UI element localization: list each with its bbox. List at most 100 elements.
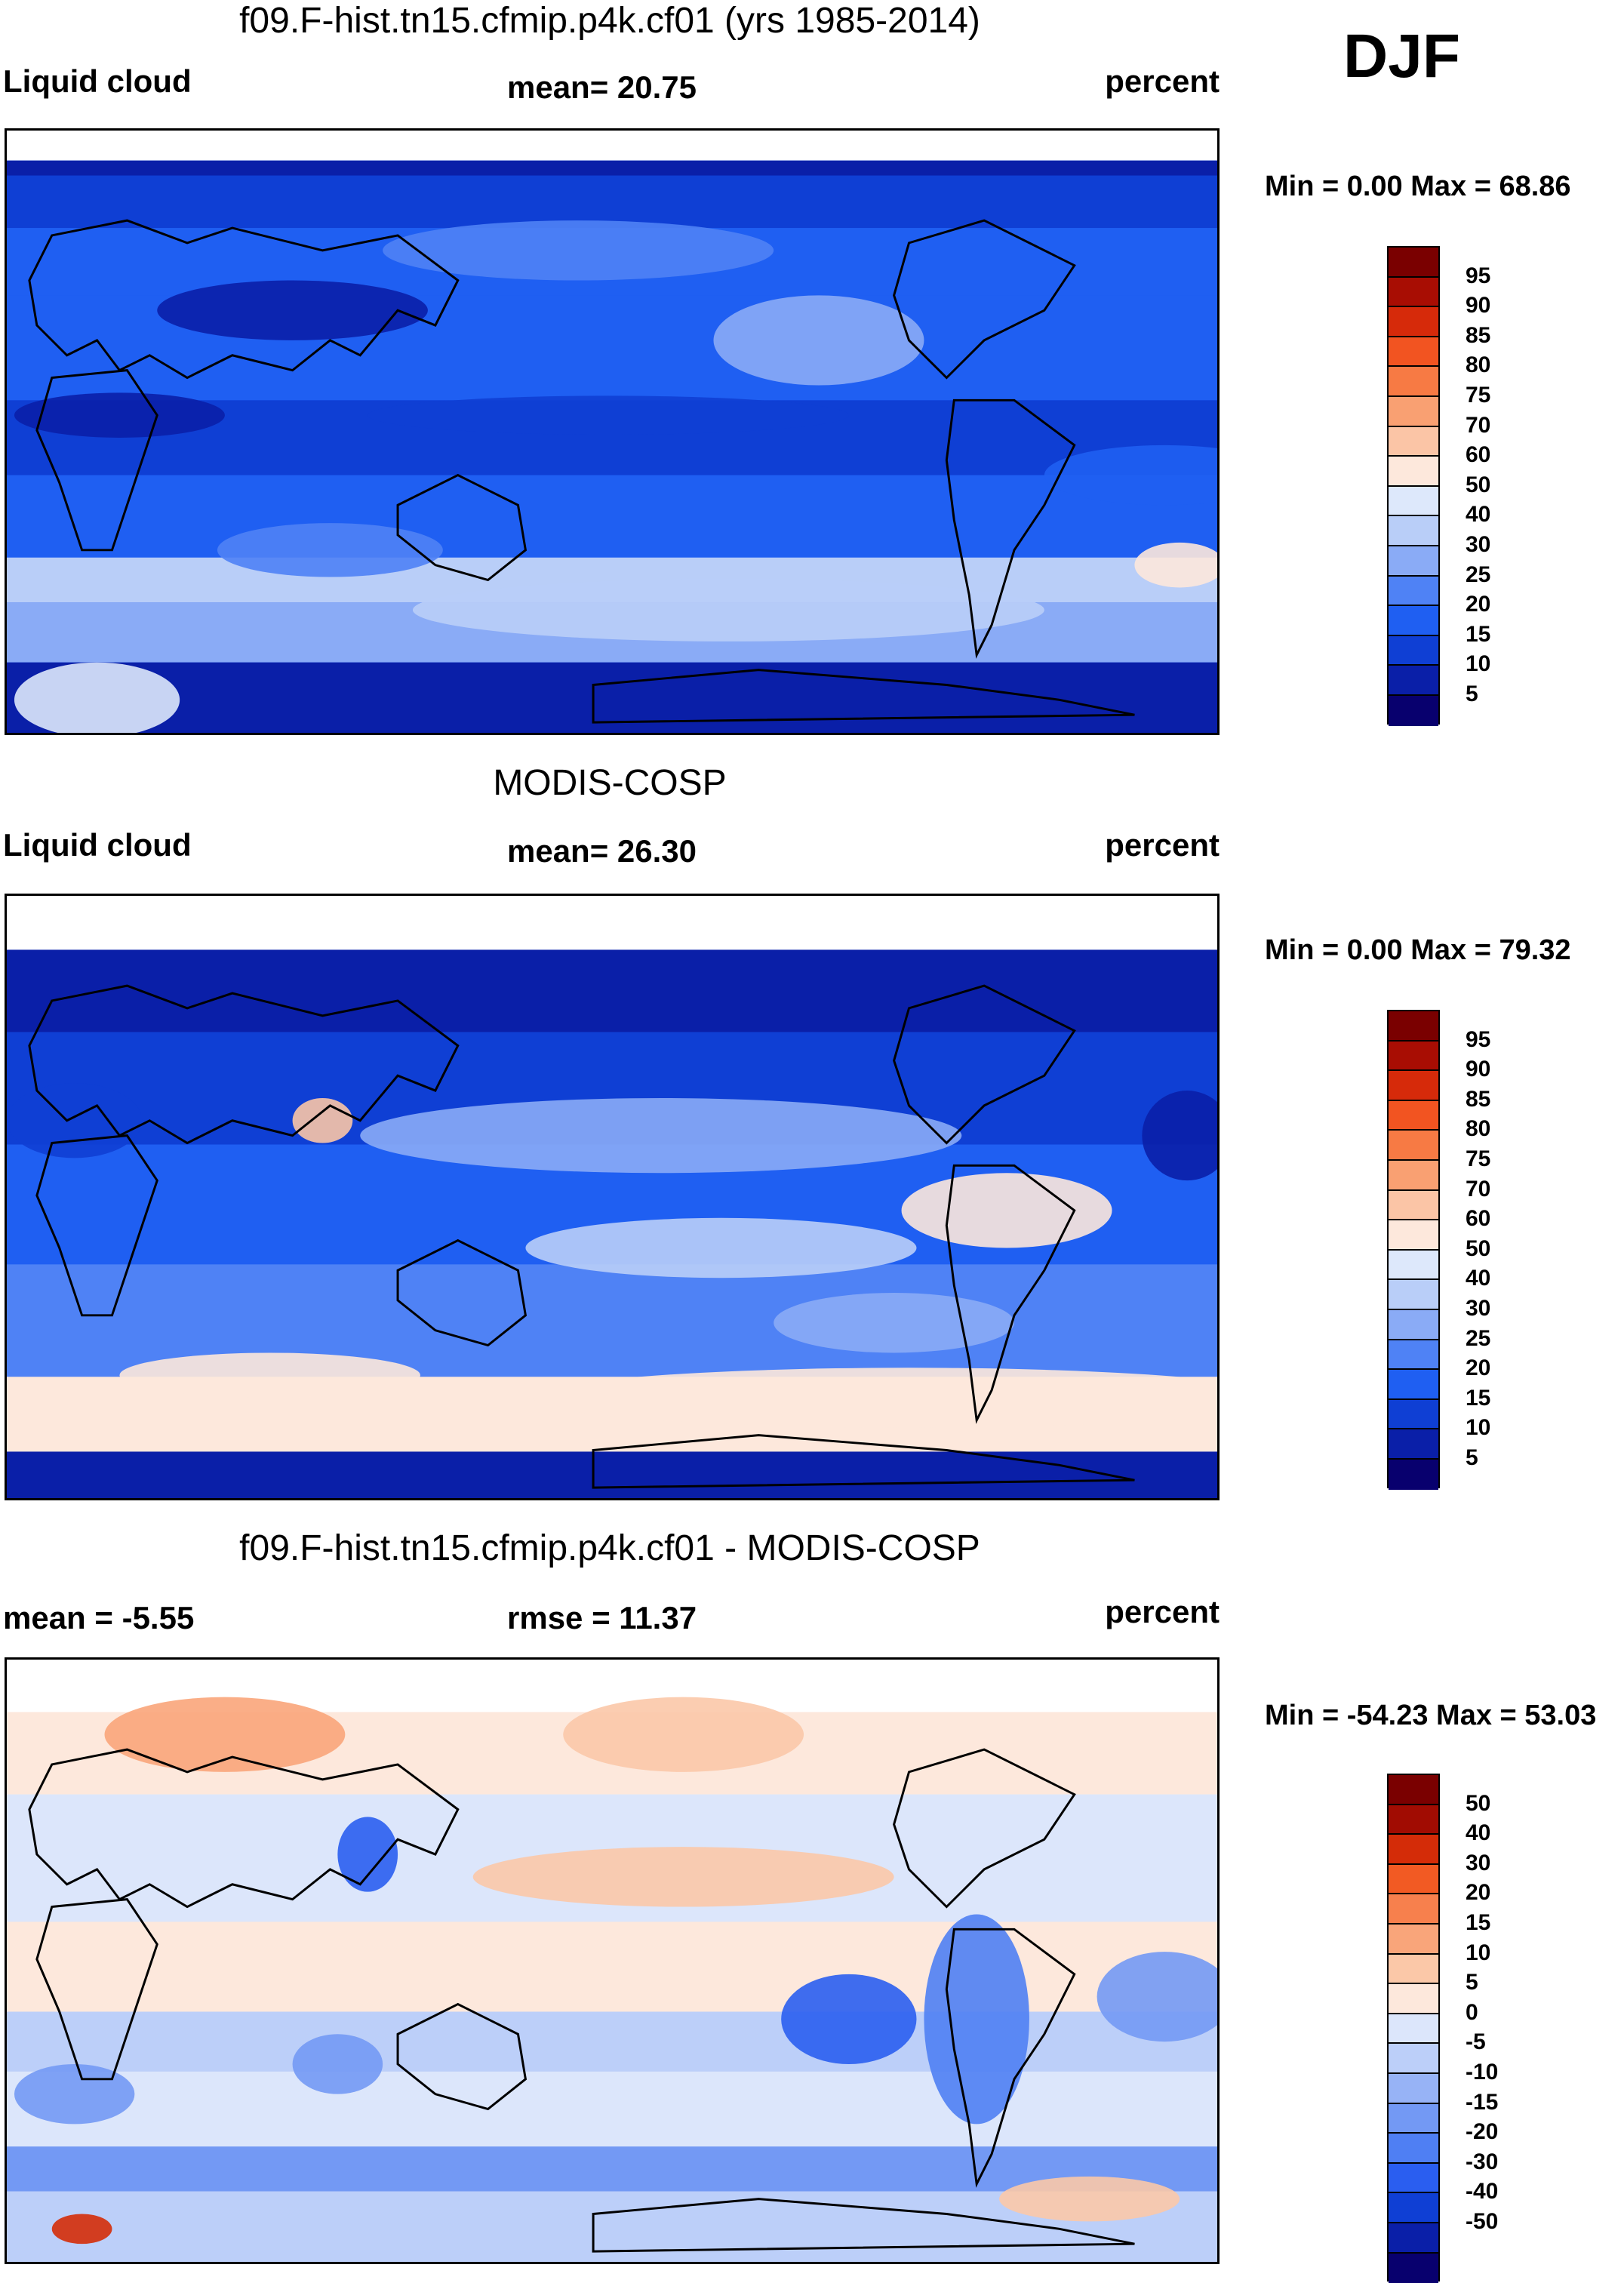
- colorbar-level-label: 85: [1466, 323, 1490, 349]
- colorbar-swatch: [1389, 1011, 1438, 1042]
- colorbar-level-label: 10: [1466, 1415, 1490, 1441]
- colorbar-level-label: 80: [1466, 1116, 1490, 1142]
- map-field-region: [525, 1218, 916, 1278]
- colorbar-swatch: [1389, 1805, 1438, 1835]
- colorbar-swatch: [1389, 546, 1438, 577]
- panel3-map: [5, 1657, 1220, 2264]
- colorbar-level-label: 30: [1466, 1296, 1490, 1321]
- panel1-map: [5, 128, 1220, 735]
- colorbar-swatch: [1389, 2223, 1438, 2254]
- colorbar-swatch: [1389, 2044, 1438, 2074]
- panel1-colorbar: [1387, 246, 1440, 725]
- colorbar-level-label: 20: [1466, 592, 1490, 617]
- colorbar-level-label: 20: [1466, 1355, 1490, 1381]
- colorbar-swatch: [1389, 427, 1438, 457]
- colorbar-level-label: 70: [1466, 1177, 1490, 1202]
- colorbar-swatch: [1389, 516, 1438, 546]
- colorbar-level-label: 15: [1466, 622, 1490, 648]
- map-field-region: [713, 295, 924, 385]
- colorbar-level-label: -15: [1466, 2090, 1498, 2115]
- colorbar-swatch: [1389, 278, 1438, 308]
- colorbar-swatch: [1389, 457, 1438, 487]
- colorbar-level-label: 10: [1466, 1940, 1490, 1966]
- panel2-mean: mean= 26.30: [507, 833, 697, 869]
- map-field-region: [14, 2064, 134, 2124]
- panel2-variable-label: Liquid cloud: [3, 827, 192, 863]
- colorbar-level-label: 15: [1466, 1386, 1490, 1411]
- colorbar-swatch: [1389, 307, 1438, 337]
- map-field-region: [413, 579, 1044, 642]
- panel1-mean: mean= 20.75: [507, 69, 697, 106]
- colorbar-level-label: 40: [1466, 1266, 1490, 1291]
- season-label: DJF: [1343, 21, 1460, 92]
- colorbar-swatch: [1389, 636, 1438, 666]
- colorbar-swatch: [1389, 577, 1438, 607]
- colorbar-level-label: -50: [1466, 2209, 1498, 2235]
- colorbar-swatch: [1389, 337, 1438, 368]
- colorbar-swatch: [1389, 1865, 1438, 1895]
- colorbar-swatch: [1389, 1191, 1438, 1221]
- colorbar-swatch: [1389, 2074, 1438, 2104]
- map-lat-band: [7, 2011, 1217, 2071]
- map-field-region: [902, 1173, 1112, 1248]
- colorbar-swatch: [1389, 2164, 1438, 2194]
- colorbar-swatch: [1389, 2104, 1438, 2134]
- colorbar-swatch: [1389, 1775, 1438, 1805]
- map-field-region: [119, 1352, 420, 1398]
- colorbar-level-label: 30: [1466, 1851, 1490, 1876]
- map-field-region: [368, 395, 849, 435]
- panel3-map-svg: [7, 1660, 1217, 2262]
- panel1-title: f09.F-hist.tn15.cfmip.p4k.cf01 (yrs 1985…: [0, 0, 1220, 42]
- colorbar-level-label: 5: [1466, 1445, 1478, 1471]
- panel2-units: percent: [1105, 827, 1220, 863]
- colorbar-level-label: 5: [1466, 1970, 1478, 1995]
- colorbar-level-label: 50: [1466, 1791, 1490, 1817]
- colorbar-level-label: 95: [1466, 1027, 1490, 1053]
- panel3-title: f09.F-hist.tn15.cfmip.p4k.cf01 - MODIS-C…: [0, 1528, 1220, 1569]
- map-lat-band: [7, 896, 1217, 949]
- colorbar-swatch: [1389, 696, 1438, 726]
- map-lat-band: [7, 1921, 1217, 2011]
- colorbar-swatch: [1389, 1310, 1438, 1340]
- colorbar-level-label: 40: [1466, 502, 1490, 528]
- colorbar-swatch: [1389, 1101, 1438, 1131]
- colorbar-level-label: 10: [1466, 651, 1490, 677]
- colorbar-level-label: -10: [1466, 2060, 1498, 2085]
- colorbar-level-label: 60: [1466, 1206, 1490, 1232]
- map-field-region: [7, 1083, 142, 1158]
- colorbar-level-label: -5: [1466, 2029, 1486, 2055]
- panel2-map: [5, 894, 1220, 1500]
- colorbar-swatch: [1389, 666, 1438, 696]
- colorbar-level-label: 15: [1466, 1910, 1490, 1936]
- panel1-variable-label: Liquid cloud: [3, 63, 192, 100]
- map-field-region: [924, 1914, 1029, 2124]
- map-lat-band: [7, 1451, 1217, 1498]
- colorbar-level-label: 25: [1466, 1326, 1490, 1352]
- colorbar-level-label: 75: [1466, 1146, 1490, 1172]
- colorbar-swatch: [1389, 2134, 1438, 2164]
- colorbar-level-label: 70: [1466, 413, 1490, 438]
- colorbar-swatch: [1389, 1161, 1438, 1191]
- panel3-colorbar: [1387, 1774, 1440, 2281]
- map-lat-band: [7, 949, 1217, 1032]
- colorbar-swatch: [1389, 1251, 1438, 1281]
- colorbar-level-label: 25: [1466, 562, 1490, 588]
- colorbar-swatch: [1389, 1984, 1438, 2014]
- colorbar-swatch: [1389, 1042, 1438, 1072]
- panel3-mean: mean = -5.55: [3, 1600, 194, 1636]
- colorbar-level-label: 5: [1466, 682, 1478, 707]
- map-field-region: [52, 2214, 112, 2244]
- colorbar-level-label: 95: [1466, 263, 1490, 289]
- colorbar-swatch: [1389, 2014, 1438, 2045]
- colorbar-level-label: 0: [1466, 2000, 1478, 2026]
- panel2-map-svg: [7, 896, 1217, 1498]
- colorbar-level-label: -20: [1466, 2119, 1498, 2145]
- colorbar-level-label: 20: [1466, 1880, 1490, 1906]
- panel2-title: MODIS-COSP: [0, 762, 1220, 804]
- map-field-region: [360, 1098, 961, 1173]
- map-field-region: [105, 1697, 346, 1772]
- colorbar-swatch: [1389, 1400, 1438, 1430]
- colorbar-swatch: [1389, 606, 1438, 636]
- colorbar-swatch: [1389, 487, 1438, 517]
- colorbar-swatch: [1389, 1955, 1438, 1985]
